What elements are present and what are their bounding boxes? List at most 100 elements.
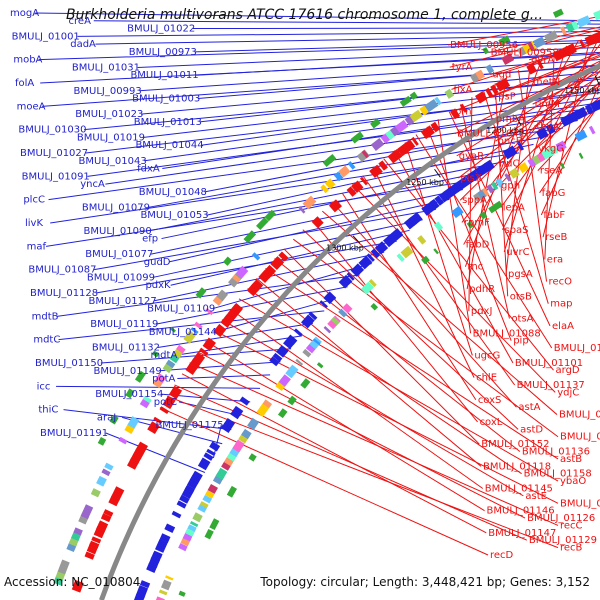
gene-label[interactable]: pip	[513, 336, 528, 347]
gene-label[interactable]: BMULJ_01019	[77, 132, 145, 143]
gene-label[interactable]: BMULJ_01150	[35, 358, 103, 369]
gene-label[interactable]: BMULJ_01079	[82, 202, 150, 213]
gene-label[interactable]: BMULJ_01100	[554, 343, 600, 354]
gene-label[interactable]: BMULJ_00973	[129, 47, 197, 58]
gene-label[interactable]: BMULJ_01091	[22, 171, 90, 182]
gene-label[interactable]: chlE	[476, 373, 497, 384]
gene-label[interactable]: BMULJ_01114	[560, 432, 600, 443]
gene-label[interactable]: BMULJ_01003	[132, 94, 200, 105]
gene-label[interactable]: pncB	[498, 136, 523, 147]
gene-label[interactable]: BMULJ_01147	[488, 528, 556, 539]
gene-label[interactable]: potA	[152, 374, 175, 385]
gene-label[interactable]: rseA	[540, 166, 562, 177]
gene-label[interactable]: rpmF	[464, 217, 490, 228]
gene-label[interactable]: BMULJ_01099	[87, 272, 155, 283]
gene-label[interactable]: BMULJ_01001	[12, 31, 80, 42]
gene-label[interactable]: elaA	[552, 321, 574, 332]
gene-label[interactable]: lepA	[503, 203, 525, 214]
gene-label[interactable]: BMULJ_01043	[79, 156, 147, 167]
gene-label[interactable]: araJ	[97, 412, 116, 423]
gene-label[interactable]: BMULJ_01137	[517, 380, 585, 391]
gene-label[interactable]: recD	[490, 550, 514, 561]
gene-label[interactable]: BMULJ_01013	[134, 117, 202, 128]
gene-label[interactable]: BMULJ_00993	[74, 86, 142, 97]
gene-label[interactable]: BMULJ_01132	[92, 342, 160, 353]
gene-label[interactable]: era	[547, 254, 563, 265]
gene-label[interactable]: BMULJ_01126	[527, 513, 595, 524]
gene-label[interactable]: folA	[15, 78, 34, 89]
gene-label[interactable]: BMULJ_01146	[487, 506, 555, 517]
gene-label[interactable]: gudD	[144, 257, 171, 268]
gene-label[interactable]: gyrA	[531, 55, 554, 66]
gene-label[interactable]: ugd	[492, 70, 511, 81]
gene-label[interactable]: BMULJ_01127	[89, 296, 157, 307]
gene-label[interactable]: BMULJ_01152	[481, 439, 549, 450]
gene-label[interactable]: fixA	[453, 84, 472, 95]
gene-label[interactable]: BMULJ_00958	[491, 47, 559, 58]
gene-label[interactable]: BMULJ_01042	[457, 129, 525, 140]
gene-label[interactable]: fabG	[542, 188, 566, 199]
gene-label[interactable]: mogA	[10, 8, 39, 19]
gene-label[interactable]: BMULJ_01145	[485, 483, 553, 494]
gene-label[interactable]: coxS	[478, 395, 502, 406]
gene-label[interactable]: map	[550, 299, 572, 310]
gene-label[interactable]: BMULJ_01022	[127, 24, 195, 35]
gene-label[interactable]: pmbA	[496, 114, 525, 125]
gene-label[interactable]: BMULJ_01129	[529, 535, 597, 546]
gene-label[interactable]: recC	[560, 520, 583, 531]
gene-label[interactable]: icc	[37, 381, 51, 392]
gene-label[interactable]: thyA	[536, 121, 559, 132]
gene-label[interactable]: spaS	[504, 225, 528, 236]
gene-label[interactable]: astE	[525, 491, 547, 502]
gene-label[interactable]: ydjC	[557, 387, 579, 398]
gene-label[interactable]: BMULJ_01191	[40, 428, 108, 439]
gene-label[interactable]: potC	[154, 397, 177, 408]
gene-label[interactable]: BMULJ_01048	[139, 187, 207, 198]
gene-label[interactable]: BMULJ_01144	[149, 327, 217, 338]
gene-label[interactable]: tyrA	[452, 62, 473, 73]
gene-label[interactable]: BMULJ_01158	[524, 469, 592, 480]
gene-label[interactable]: sppA	[462, 195, 487, 206]
gene-label[interactable]: rpsP	[494, 92, 516, 103]
gene-label[interactable]: pdhR	[469, 284, 495, 295]
gene-label[interactable]: pdxJ	[471, 306, 493, 317]
gene-label[interactable]: mdtC	[33, 335, 60, 346]
gene-label[interactable]: efp	[142, 234, 158, 245]
gene-label[interactable]: BMULJ_01175	[155, 420, 223, 431]
gene-label[interactable]: gph	[501, 180, 520, 191]
gene-label[interactable]: BMULJ_01101	[515, 358, 583, 369]
gene-label[interactable]: fabF	[543, 210, 565, 221]
gene-label[interactable]: astA	[518, 402, 540, 413]
gene-label[interactable]: BMULJ_01011	[130, 70, 198, 81]
gene-label[interactable]: BMULJ_01109	[147, 304, 215, 315]
gene-label[interactable]: astD	[520, 424, 543, 435]
gene-label[interactable]: recB	[560, 543, 583, 554]
gene-label[interactable]: metN	[533, 77, 560, 88]
gene-label[interactable]: BMULJ_01023	[75, 109, 143, 120]
gene-label[interactable]: thiC	[38, 405, 58, 416]
gene-label[interactable]: fabD	[466, 240, 490, 251]
gene-label[interactable]: rimM	[535, 99, 560, 110]
gene-label[interactable]: pdxK	[145, 280, 171, 291]
gene-label[interactable]: BMULJ_01118	[483, 461, 551, 472]
gene-label[interactable]: BMULJ_01119	[90, 319, 158, 330]
gene-label[interactable]: BMULJ_01128	[30, 288, 98, 299]
gene-label[interactable]: otsB	[510, 291, 532, 302]
gene-label[interactable]: ybaO	[560, 476, 586, 487]
gene-label[interactable]: BMULJ_01053	[140, 210, 208, 221]
gene-label[interactable]: rluC	[499, 158, 519, 169]
gene-label[interactable]: mdtA	[150, 350, 177, 361]
gene-label[interactable]: BMULJ_00956	[450, 40, 518, 51]
gene-label[interactable]: plsX	[460, 173, 481, 184]
gene-label[interactable]: BMULJ_01027	[20, 148, 88, 159]
gene-label[interactable]: BMULJ_01077	[85, 249, 153, 260]
gene-label[interactable]: pgsA	[508, 269, 533, 280]
gene-label[interactable]: BMULJ_01087	[28, 265, 96, 276]
gene-label[interactable]: ykgG	[538, 143, 564, 154]
gene-label[interactable]: rnc	[467, 262, 483, 273]
gene-label[interactable]: BMULJ_01088	[473, 328, 541, 339]
gene-label[interactable]: otsA	[511, 313, 533, 324]
gene-label[interactable]: BMULJ_01113	[559, 410, 600, 421]
gene-label[interactable]: BMULJ_01154	[95, 389, 163, 400]
gene-label[interactable]: BMULJ_01164	[560, 498, 600, 509]
